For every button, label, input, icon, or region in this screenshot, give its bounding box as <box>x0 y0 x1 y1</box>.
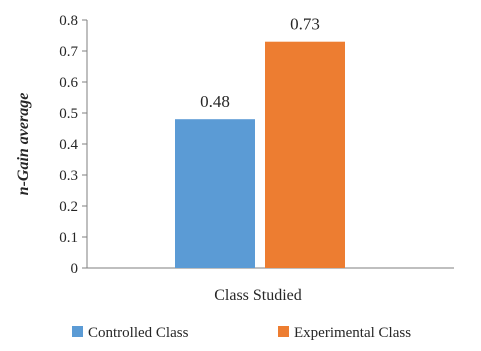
bar-experimental-class <box>265 41 345 269</box>
y-tick-label: 0.1 <box>59 230 78 246</box>
legend: Controlled Class Experimental Class <box>72 325 411 341</box>
data-label-controlled-class: 0.48 <box>200 92 230 111</box>
data-labels-group: 0.48 0.73 <box>200 15 320 111</box>
y-tick-label: 0.6 <box>59 75 78 91</box>
y-tick-label: 0.5 <box>59 106 78 122</box>
y-tick-label: 0.8 <box>59 13 78 29</box>
y-axis-ticks: 0 0.1 0.2 0.3 0.4 0.5 0.6 0.7 0.8 <box>59 13 87 277</box>
legend-label-controlled: Controlled Class <box>88 325 189 341</box>
y-tick-label: 0.7 <box>59 44 78 60</box>
y-axis-title: n-Gain average <box>15 93 32 196</box>
data-label-experimental-class: 0.73 <box>290 15 320 34</box>
x-axis-category-label: Class Studied <box>214 287 302 304</box>
bars-group <box>175 41 345 269</box>
legend-swatch-experimental <box>278 326 289 337</box>
y-tick-label: 0.3 <box>59 168 78 184</box>
y-tick-label: 0 <box>71 261 79 277</box>
legend-swatch-controlled <box>72 326 83 337</box>
legend-label-experimental: Experimental Class <box>294 325 411 341</box>
y-tick-label: 0.4 <box>59 137 78 153</box>
bar-controlled-class <box>175 119 255 268</box>
y-tick-label: 0.2 <box>59 199 78 215</box>
